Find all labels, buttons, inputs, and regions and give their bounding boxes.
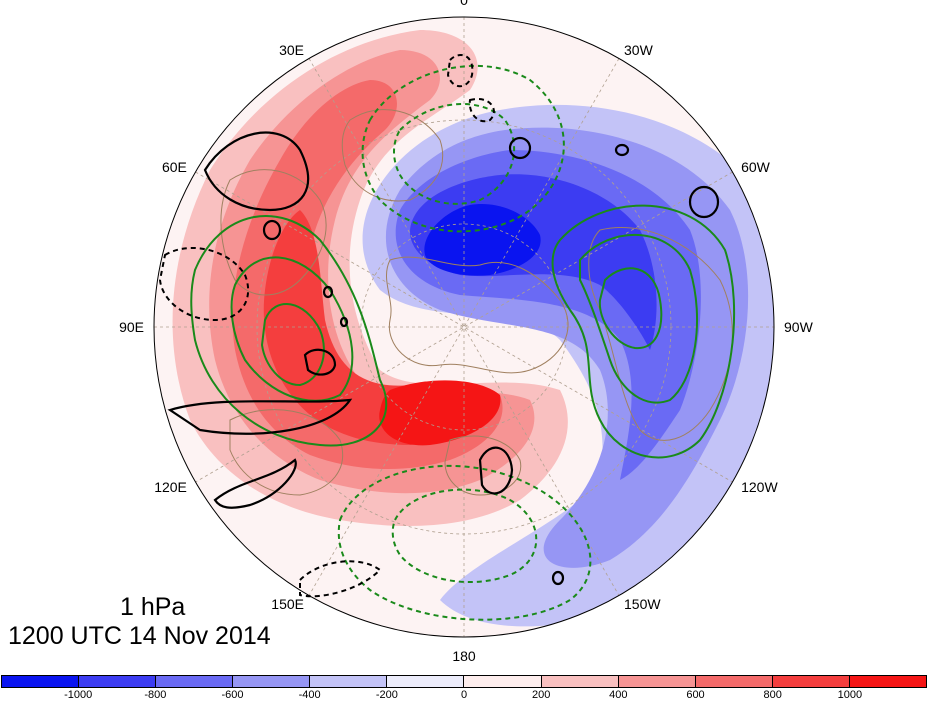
longitude-label: 60W [741, 159, 771, 175]
colorbar-swatches [1, 675, 927, 688]
colorbar-tick-label: -400 [298, 689, 321, 701]
shaded-field [154, 17, 774, 637]
longitude-label: 150W [624, 596, 661, 612]
longitude-label: 90E [119, 319, 144, 335]
colorbar-swatch [2, 676, 80, 687]
colorbar-tick-label: 400 [609, 689, 628, 701]
colorbar-tick-label: -1000 [64, 689, 93, 701]
colorbar: -1000 -800 -600 -400 -200 0 200 400 600 800 1000 [0, 675, 928, 702]
longitude-labels: 0 30W 60W 90W 120W 150W 180 150E 120E 90E 60E 30E [119, 0, 813, 664]
colorbar-swatch [695, 676, 773, 687]
date-title: 1200 UTC 14 Nov 2014 [8, 622, 271, 650]
colorbar-tick-label: 600 [686, 689, 705, 701]
colorbar-swatch [464, 676, 542, 687]
longitude-label: 120E [154, 479, 187, 495]
map-boundary [153, 16, 775, 638]
colorbar-tick-label: 0 [460, 689, 468, 701]
longitude-label: 30W [624, 42, 654, 58]
colorbar-swatch [310, 676, 388, 687]
green-dashed-contours [337, 64, 592, 621]
colorbar-swatch [772, 676, 850, 687]
polar-map: 0 30W 60W 90W 120W 150W 180 150E 120E 90E 60E 30E [119, 0, 813, 664]
pressure-level-title: 1 hPa [120, 593, 186, 621]
colorbar-swatch [849, 676, 926, 687]
longitude-label: 180 [452, 648, 476, 664]
colorbar-swatch [387, 676, 465, 687]
green-contours [190, 204, 736, 459]
colorbar-tick-label: 800 [763, 689, 782, 701]
colorbar-tick-label: -600 [221, 689, 244, 701]
colorbar-swatch [156, 676, 234, 687]
colorbar-swatch [233, 676, 311, 687]
colorbar-tick-label: 1000 [837, 689, 863, 701]
colorbar-tick-label: -200 [375, 689, 398, 701]
longitude-label: 30E [279, 42, 304, 58]
black-dashed-contours [158, 54, 495, 598]
longitude-label: 150E [271, 596, 304, 612]
longitude-label: 120W [741, 479, 778, 495]
colorbar-labels: -1000 -800 -600 -400 -200 0 200 400 600 800 1000 [0, 688, 928, 702]
colorbar-swatch [541, 676, 619, 687]
colorbar-tick-label: -800 [144, 689, 167, 701]
colorbar-tick-label: 200 [531, 689, 551, 701]
longitude-label: 60E [162, 159, 187, 175]
longitude-label: 0 [460, 0, 468, 8]
colorbar-swatch [618, 676, 696, 687]
colorbar-swatch [79, 676, 157, 687]
longitude-label: 90W [784, 319, 814, 335]
black-contours [167, 131, 720, 586]
